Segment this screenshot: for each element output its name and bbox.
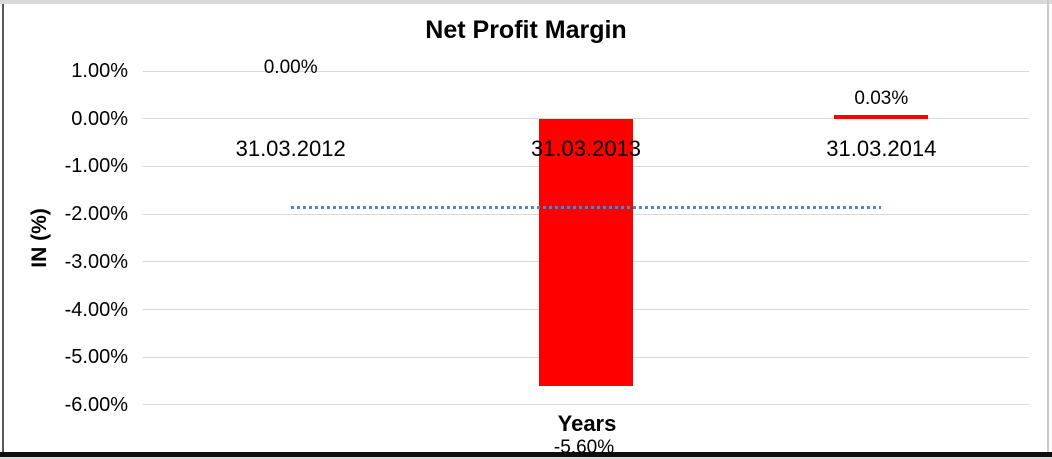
y-tick-label: -3.00% bbox=[64, 250, 128, 273]
y-tick-label: -1.00% bbox=[64, 155, 128, 178]
y-tick-label: -6.00% bbox=[64, 393, 128, 416]
y-tick-label: -2.00% bbox=[64, 203, 128, 226]
bar bbox=[539, 118, 633, 386]
frame-border-right bbox=[1047, 0, 1049, 459]
data-label: 0.00% bbox=[263, 57, 318, 78]
frame-border-bottom-outer bbox=[0, 457, 1052, 459]
category-label: 31.03.2012 bbox=[235, 136, 346, 161]
data-label: -5.60% bbox=[553, 437, 615, 458]
frame-border-top bbox=[0, 0, 1052, 4]
y-tick-label: 0.00% bbox=[71, 107, 128, 130]
y-tick-label: -5.00% bbox=[64, 346, 128, 369]
y-tick-label: 1.00% bbox=[71, 60, 128, 82]
category-label: 31.03.2014 bbox=[826, 136, 937, 161]
bar bbox=[834, 114, 929, 119]
category-label: 31.03.2013 bbox=[530, 136, 642, 161]
gridline bbox=[143, 404, 1029, 406]
data-label: 0.03% bbox=[854, 88, 909, 109]
frame-border-left bbox=[2, 4, 4, 453]
gridline bbox=[143, 70, 1029, 72]
y-tick-label: -4.00% bbox=[64, 298, 128, 321]
chart-title: Net Profit Margin bbox=[425, 16, 627, 44]
trendline bbox=[290, 205, 882, 209]
x-axis-title: Years bbox=[557, 411, 617, 436]
frame-border-bottom bbox=[0, 452, 1052, 457]
